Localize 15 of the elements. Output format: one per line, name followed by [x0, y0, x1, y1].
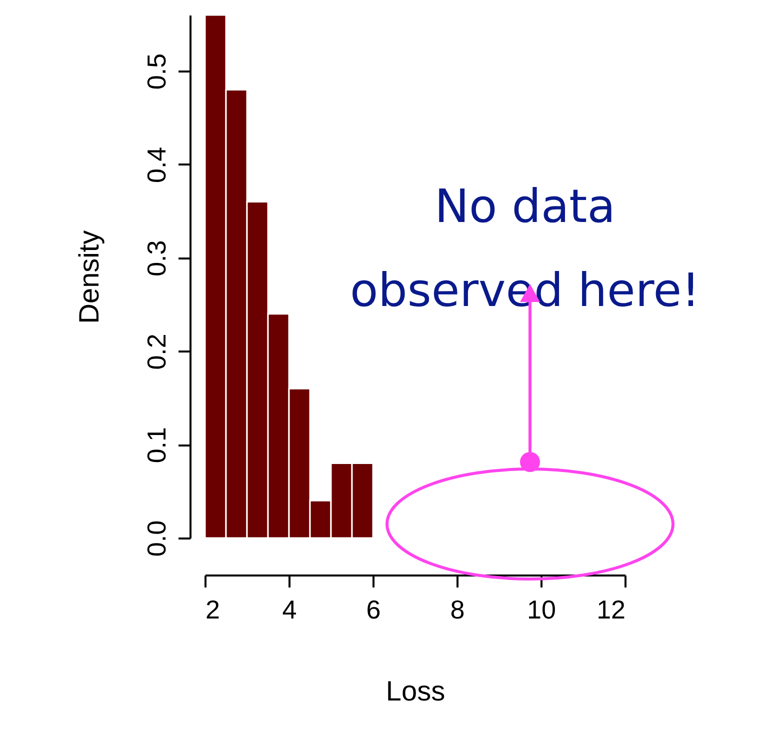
- x-tick-label: 8: [450, 594, 465, 624]
- y-tick-label: 0.1: [142, 427, 172, 464]
- x-tick-label: 12: [596, 594, 626, 624]
- annotation: No data observed here!: [350, 179, 700, 317]
- y-tick-label: 0.3: [142, 240, 172, 276]
- y-tick-label: 0.4: [142, 146, 172, 184]
- y-tick-label: 0.0: [142, 520, 172, 557]
- x-tick-label: 2: [206, 594, 220, 624]
- x-tick-label: 10: [527, 594, 556, 624]
- y-tick-label: 0.2: [142, 334, 172, 370]
- y-axis-title: Density: [74, 230, 104, 324]
- y-tick-label: 0.5: [142, 53, 172, 90]
- x-tick-label: 4: [282, 594, 297, 624]
- x-axis-title: Loss: [386, 676, 446, 706]
- x-tick-label: 6: [366, 594, 381, 624]
